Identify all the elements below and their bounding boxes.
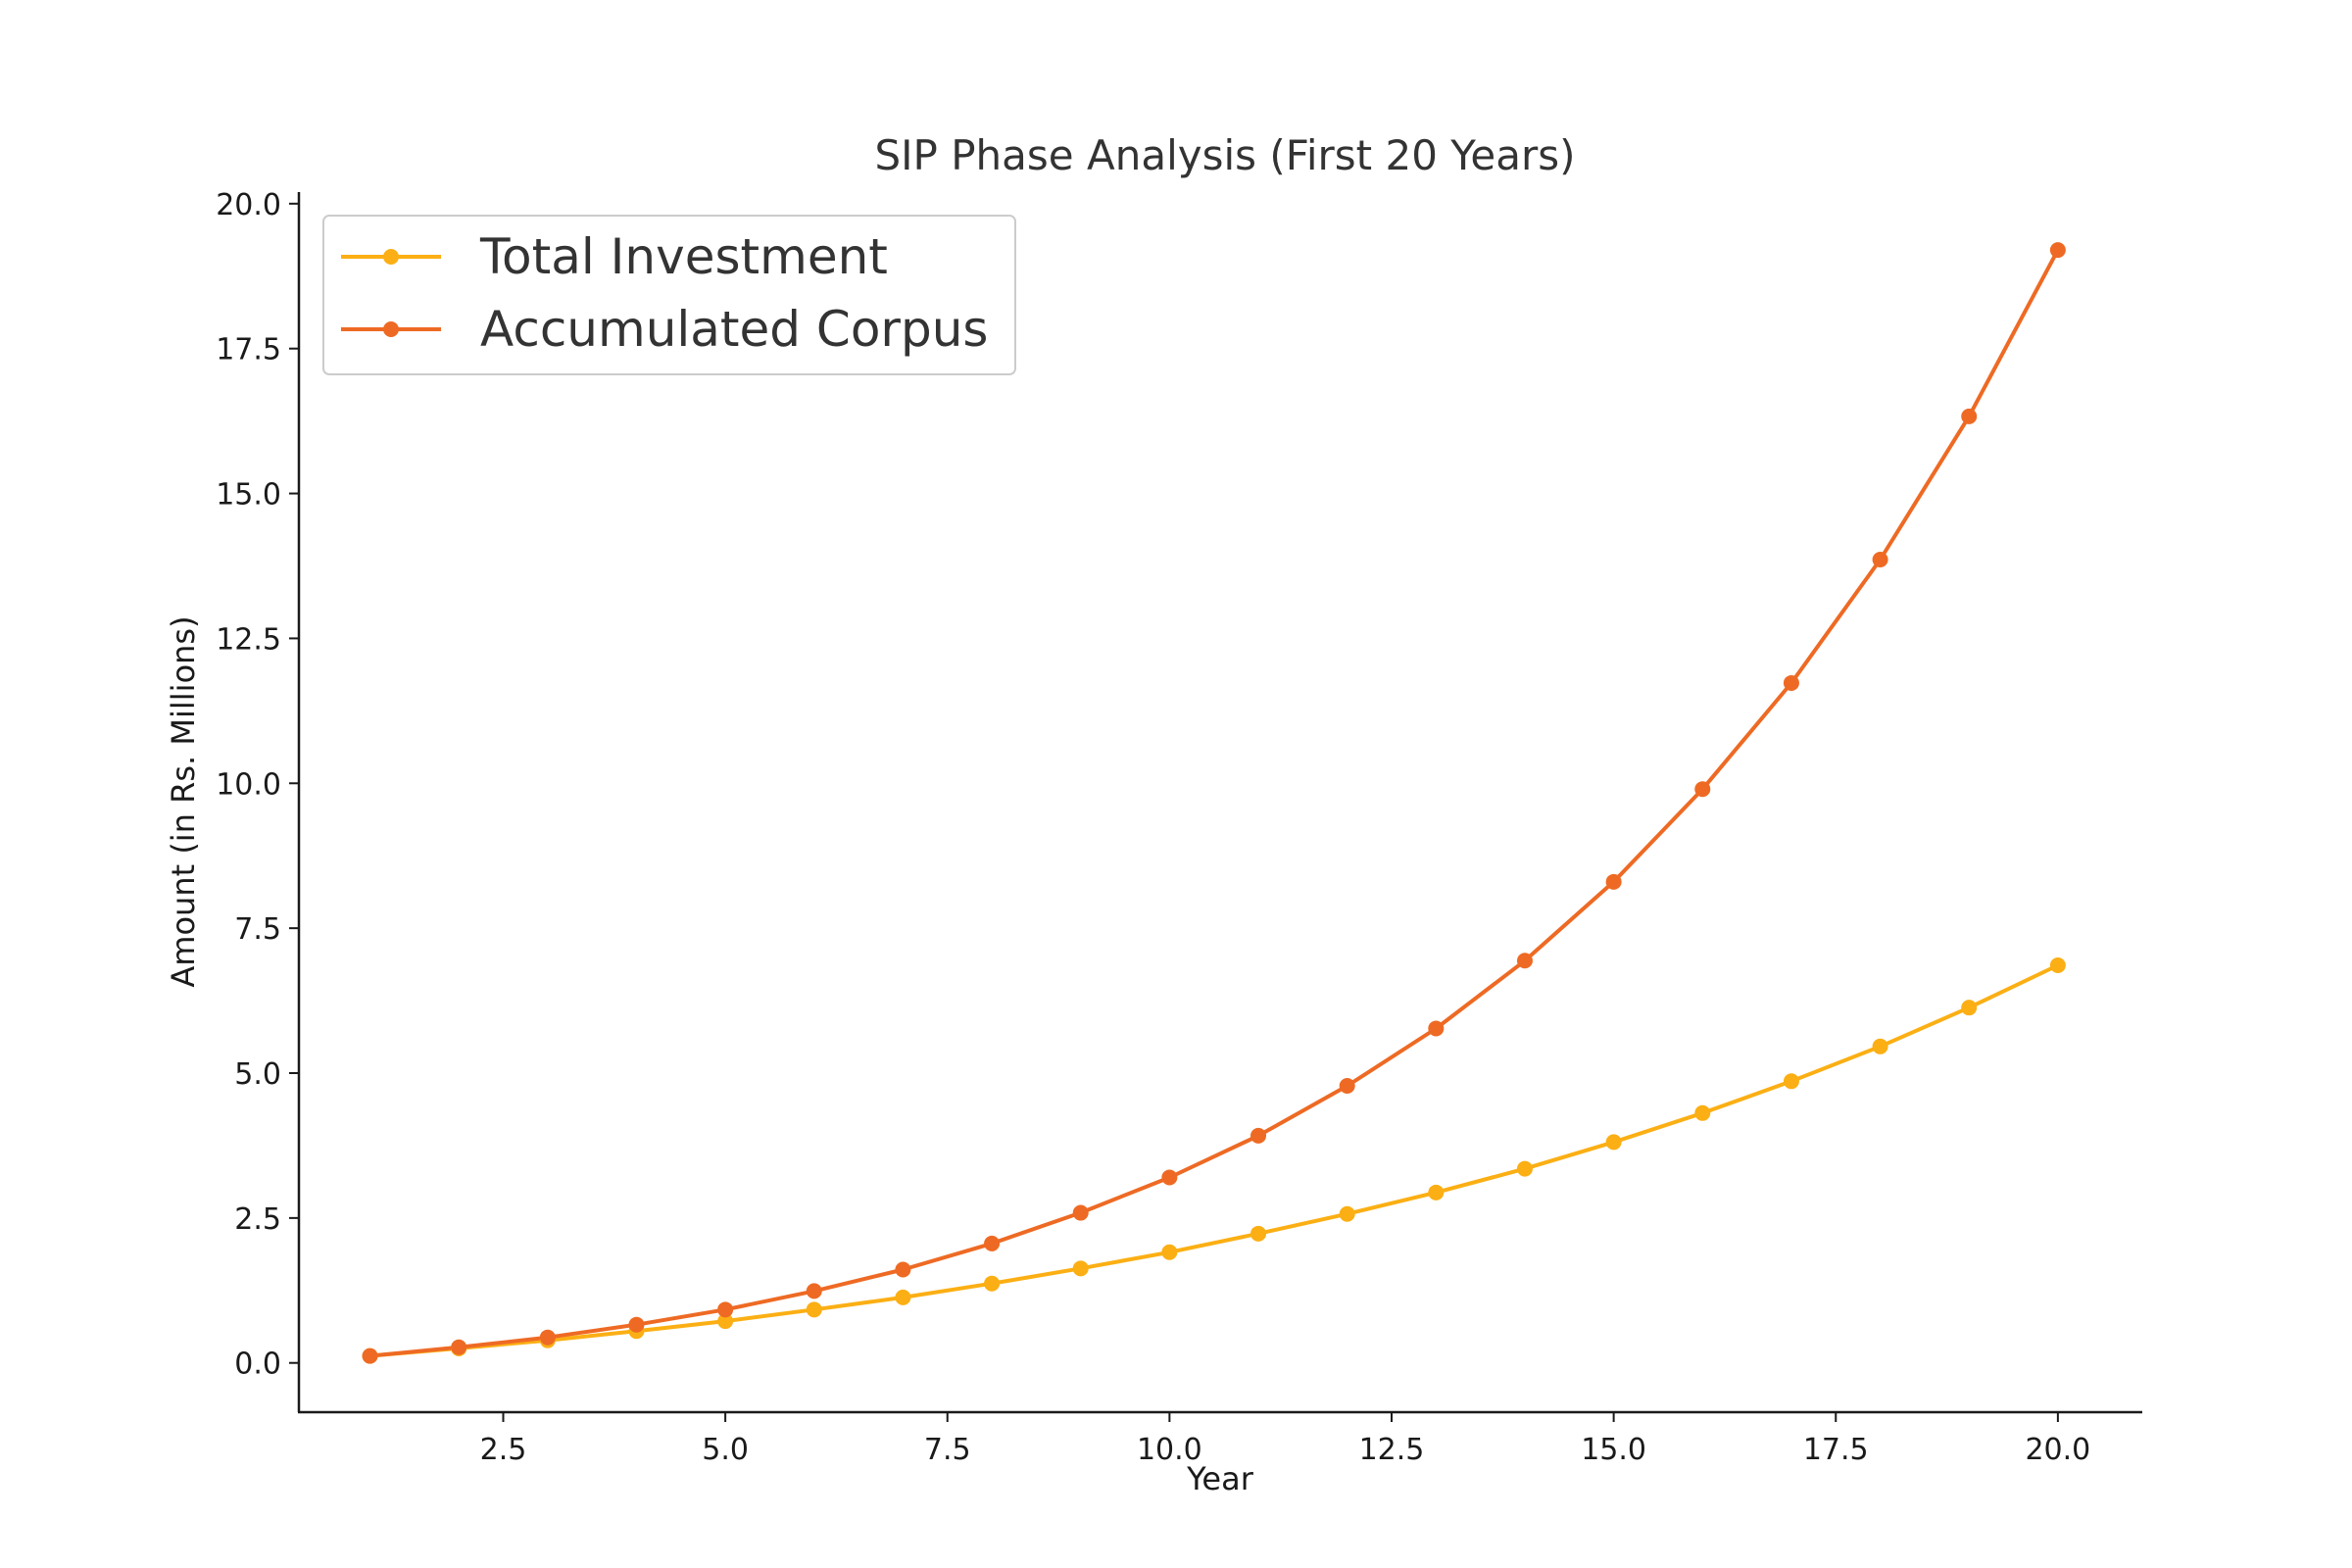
data-point-1 (1339, 1078, 1355, 1095)
y-tick-label: 5.0 (234, 1057, 281, 1092)
data-point-1 (895, 1261, 911, 1278)
data-point-1 (451, 1339, 467, 1355)
data-point-0 (895, 1289, 911, 1305)
y-tick-label: 15.0 (216, 478, 281, 513)
x-tick-label: 10.0 (1137, 1433, 1202, 1467)
series-lines (369, 249, 2060, 1358)
data-point-0 (717, 1313, 734, 1330)
data-point-0 (1072, 1260, 1089, 1277)
data-point-1 (1783, 674, 1799, 691)
data-point-0 (1250, 1225, 1267, 1242)
data-point-1 (1694, 781, 1711, 798)
data-point-1 (1428, 1020, 1445, 1037)
data-point-1 (2049, 242, 2066, 259)
data-point-1 (539, 1329, 556, 1346)
data-point-0 (1694, 1104, 1711, 1121)
x-tick-label: 20.0 (2025, 1433, 2090, 1467)
x-axis-label: Year (1186, 1460, 1254, 1497)
x-tick-label: 7.5 (924, 1433, 971, 1467)
x-ticks: 2.5 5.0 7.5 10.0 12.5 15.0 17.5 20.0 (480, 1412, 2090, 1467)
legend: Total Investment Accumulated Corpus (322, 215, 1016, 375)
data-point-0 (1339, 1205, 1355, 1222)
x-tick-label: 17.5 (1803, 1433, 1869, 1467)
data-point-1 (1605, 873, 1622, 890)
x-tick-label: 15.0 (1581, 1433, 1646, 1467)
y-tick-label: 20.0 (216, 188, 281, 222)
legend-item-total-investment: Total Investment (341, 228, 888, 285)
legend-item-accumulated-corpus: Accumulated Corpus (341, 301, 988, 358)
data-point-0 (806, 1301, 822, 1318)
data-point-0 (1516, 1160, 1533, 1177)
y-tick-label: 17.5 (216, 333, 281, 368)
series-line-0 (369, 963, 2059, 1358)
data-point-0 (1428, 1184, 1445, 1200)
data-point-1 (1250, 1127, 1267, 1144)
y-tick-label: 2.5 (234, 1202, 281, 1237)
series-line-1 (369, 249, 2060, 1358)
data-point-1 (628, 1316, 645, 1333)
y-tick-label: 7.5 (234, 912, 281, 947)
x-tick-label: 5.0 (702, 1433, 749, 1467)
y-axis-label: Amount (in Rs. Millions) (165, 615, 202, 987)
legend-label: Total Investment (479, 228, 888, 285)
y-tick-label: 10.0 (216, 767, 281, 802)
legend-frame (322, 215, 1016, 375)
data-point-1 (1072, 1204, 1089, 1221)
data-point-0 (984, 1275, 1001, 1292)
legend-label: Accumulated Corpus (480, 301, 988, 358)
data-point-1 (1872, 551, 1888, 567)
data-point-1 (362, 1348, 378, 1364)
x-tick-label: 2.5 (480, 1433, 527, 1467)
data-point-0 (1605, 1134, 1622, 1151)
y-tick-label: 12.5 (216, 622, 281, 657)
data-point-0 (1161, 1244, 1178, 1260)
y-tick-label: 0.0 (234, 1348, 281, 1382)
plot-area: 2.5 5.0 7.5 10.0 12.5 15.0 17.5 20.0 0.0 2.5 5.0 7… (216, 188, 2142, 1467)
series-markers (362, 242, 2066, 1364)
data-point-0 (1961, 1000, 1978, 1016)
y-ticks: 0.0 2.5 5.0 7.5 10.0 12.5 15.0 17.5 20.0 (216, 188, 299, 1382)
data-point-0 (2049, 956, 2066, 973)
legend-swatch-marker (383, 249, 399, 265)
data-point-1 (1516, 953, 1533, 969)
legend-swatch-marker (383, 321, 399, 337)
data-point-1 (717, 1301, 734, 1318)
data-point-0 (1783, 1073, 1799, 1090)
data-point-1 (806, 1283, 822, 1299)
x-tick-label: 12.5 (1359, 1433, 1425, 1467)
data-point-0 (1872, 1038, 1888, 1054)
chart-title: SIP Phase Analysis (First 20 Years) (875, 131, 1576, 179)
data-point-1 (1961, 408, 1978, 424)
data-point-1 (984, 1235, 1001, 1251)
data-point-1 (1161, 1169, 1178, 1186)
